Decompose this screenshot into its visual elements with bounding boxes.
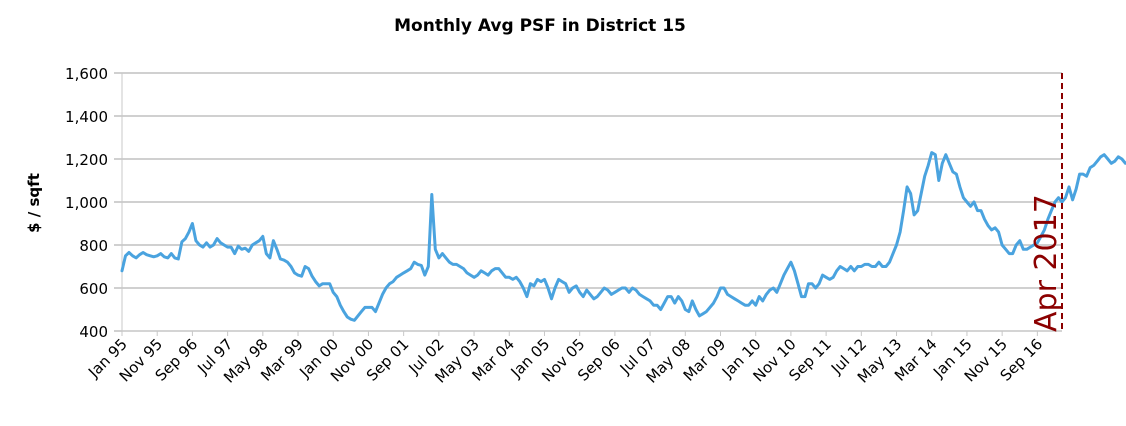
series-line [120, 151, 1126, 322]
y-tick-label: 1,200 [65, 151, 108, 169]
y-tick-label: 600 [79, 280, 108, 298]
y-tick-label: 1,600 [65, 65, 108, 83]
series-layer [120, 151, 1126, 322]
y-tick-label: 800 [79, 237, 108, 255]
marker-layer: Apr 2017 [1029, 73, 1064, 332]
marker-line-label: Apr 2017 [1029, 194, 1064, 332]
y-tick-label: 400 [79, 323, 108, 341]
y-tick-label: 1,400 [65, 108, 108, 126]
chart-title: Monthly Avg PSF in District 15 [394, 16, 686, 36]
y-axis-label: $ / sqft [25, 173, 43, 233]
y-tick-label: 1,000 [65, 194, 108, 212]
